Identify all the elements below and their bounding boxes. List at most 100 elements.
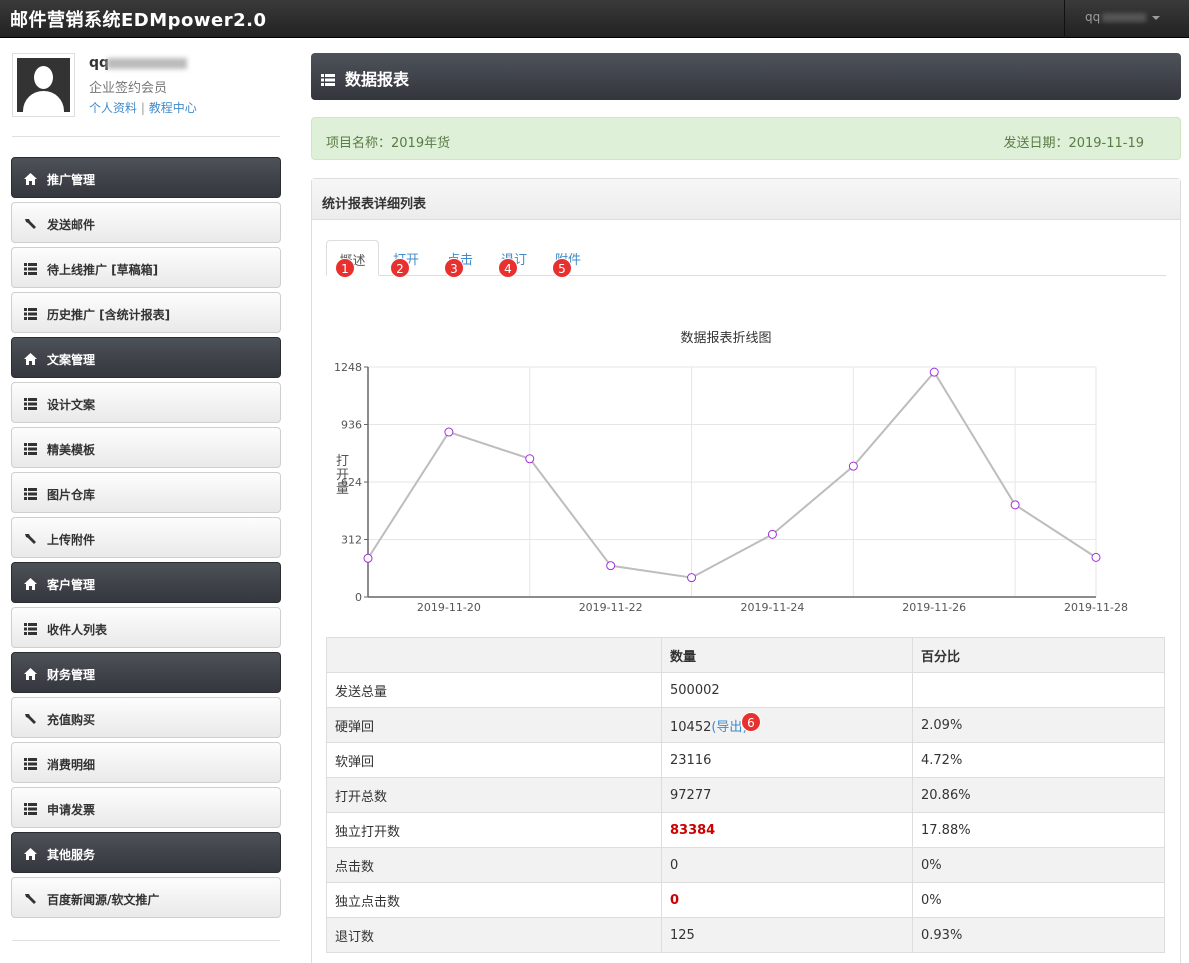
table-row: 点击数 0 0%: [326, 847, 1165, 883]
sidebar-item-12[interactable]: 充值购买: [11, 697, 281, 738]
table-row: 软弹回 23116 4.72%: [326, 742, 1165, 778]
tab-badge: 3: [444, 258, 464, 278]
sidebar-item-label: 历史推广 [含统计报表]: [47, 308, 171, 322]
caret-down-icon: [1152, 15, 1161, 20]
row-count-cell: 125: [661, 917, 913, 953]
tab-badge: 4: [498, 258, 518, 278]
sidebar-item-label: 客户管理: [47, 578, 96, 592]
table-header: 百分比: [912, 637, 1165, 673]
data-point[interactable]: [444, 427, 454, 437]
sidebar-item-10[interactable]: 收件人列表: [11, 607, 281, 648]
profile-link[interactable]: 个人资料: [89, 101, 138, 115]
row-count: 0: [670, 857, 679, 873]
sidebar-item-5[interactable]: 设计文案: [11, 382, 281, 423]
list-icon: [24, 443, 37, 455]
sidebar-item-8[interactable]: 上传附件: [11, 517, 281, 558]
profile-name-text: qq: [89, 55, 110, 71]
user-menu-dropdown[interactable]: qq: [1064, 0, 1189, 38]
app-title[interactable]: 邮件营销系统EDMpower2.0: [10, 10, 267, 31]
sidebar-section-4[interactable]: 文案管理: [11, 337, 281, 378]
row-count-cell: 23116: [661, 742, 913, 778]
sidebar-item-label: 消费明细: [47, 758, 96, 772]
sidebar-item-7[interactable]: 图片仓库: [11, 472, 281, 513]
table-row: 独立打开数 83384 17.88%: [326, 812, 1165, 848]
row-count-cell: 500002: [661, 672, 913, 708]
row-label: 点击数: [326, 847, 662, 883]
row-count-cell: 10452(导出) 6: [661, 707, 913, 743]
row-percent: 0%: [912, 847, 1165, 883]
sidebar-item-label: 精美模板: [47, 443, 96, 457]
data-point[interactable]: [363, 553, 373, 563]
sidebar-item-6[interactable]: 精美模板: [11, 427, 281, 468]
list-icon: [321, 74, 335, 86]
y-tick-label: 624: [341, 476, 362, 489]
row-count: 10452: [670, 719, 712, 735]
stats-table: 数量 百分比 发送总量 500002 硬弹回 10452(导出) 6 2.09% 软弹回 23…: [326, 637, 1165, 953]
row-count: 97277: [670, 787, 712, 803]
divider: [12, 940, 280, 941]
row-label: 打开总数: [326, 777, 662, 813]
sidebar-section-15[interactable]: 其他服务: [11, 832, 281, 873]
annotation-badge: 6: [741, 712, 761, 732]
sidebar-item-16[interactable]: 百度新闻源/软文推广: [11, 877, 281, 918]
user-menu-name: qq: [1085, 10, 1101, 24]
table-row: 打开总数 97277 20.86%: [326, 777, 1165, 813]
sidebar-item-label: 百度新闻源/软文推广: [47, 893, 160, 907]
page-header: 数据报表: [311, 53, 1181, 100]
sidebar-item-13[interactable]: 消费明细: [11, 742, 281, 783]
tabs-divider: [326, 275, 1166, 276]
export-link[interactable]: (导出): [711, 719, 748, 735]
data-point[interactable]: [929, 367, 939, 377]
wrench-icon: [24, 533, 37, 545]
sidebar-section-11[interactable]: 财务管理: [11, 652, 281, 693]
tab-badge: 1: [335, 258, 355, 278]
sidebar-item-3[interactable]: 历史推广 [含统计报表]: [11, 292, 281, 333]
sidebar-item-label: 文案管理: [47, 353, 96, 367]
data-point[interactable]: [1091, 552, 1101, 562]
sidebar-section-9[interactable]: 客户管理: [11, 562, 281, 603]
project-name: 项目名称：2019年货: [326, 136, 451, 151]
chart-title: 数据报表折线图: [680, 331, 771, 346]
tutorial-link[interactable]: 教程中心: [148, 101, 197, 115]
row-count-cell: 0: [661, 847, 913, 883]
sidebar-item-label: 收件人列表: [47, 623, 108, 637]
send-date: 发送日期：2019-11-19: [1003, 136, 1144, 151]
row-label: 硬弹回: [326, 707, 662, 743]
list-icon: [24, 308, 37, 320]
data-point[interactable]: [687, 573, 697, 583]
sidebar-item-2[interactable]: 待上线推广 [草稿箱]: [11, 247, 281, 288]
sidebar-section-0[interactable]: 推广管理: [11, 157, 281, 198]
wrench-icon: [24, 218, 37, 230]
sidebar-item-label: 财务管理: [47, 668, 96, 682]
data-point[interactable]: [767, 529, 777, 539]
sidebar-item-label: 图片仓库: [47, 488, 96, 502]
profile-role: 企业签约会员: [89, 81, 168, 96]
wrench-icon: [24, 713, 37, 725]
list-icon: [24, 488, 37, 500]
row-count: 500002: [670, 682, 720, 698]
sidebar-item-14[interactable]: 申请发票: [11, 787, 281, 828]
data-point[interactable]: [606, 561, 616, 571]
user-silhouette-icon: [17, 58, 70, 112]
link-separator: |: [140, 101, 145, 115]
profile-name: qq: [89, 55, 188, 71]
home-icon: [24, 668, 37, 680]
row-count-cell: 97277: [661, 777, 913, 813]
table-header: [326, 637, 662, 673]
row-percent: 4.72%: [912, 742, 1165, 778]
sidebar-item-label: 待上线推广 [草稿箱]: [47, 263, 159, 277]
table-row: 发送总量 500002: [326, 672, 1165, 708]
list-icon: [24, 398, 37, 410]
data-point[interactable]: [1010, 500, 1020, 510]
data-point[interactable]: [848, 461, 858, 471]
data-point[interactable]: [525, 454, 535, 464]
sidebar-item-1[interactable]: 发送邮件: [11, 202, 281, 243]
divider: [12, 136, 280, 137]
sidebar-item-label: 充值购买: [47, 713, 96, 727]
row-count: 0: [670, 892, 680, 908]
row-label: 退订数: [326, 917, 662, 953]
sidebar-item-label: 上传附件: [47, 533, 96, 547]
y-tick-label: 312: [341, 534, 362, 547]
line-chart: 数据报表折线图 打开量 0 312 624 936 1248 2019-11-20 2019…: [334, 331, 1128, 614]
table-row: 独立点击数 0 0%: [326, 882, 1165, 918]
